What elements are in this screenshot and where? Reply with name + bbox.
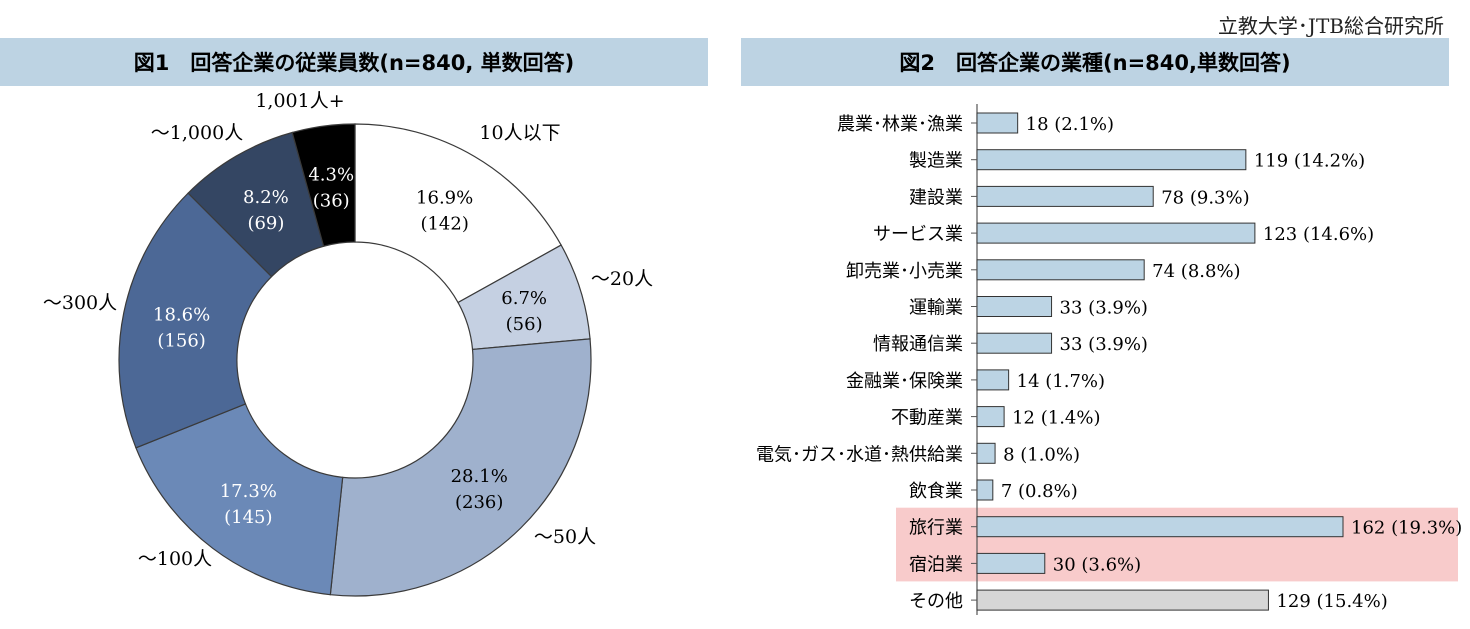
employee-count-donut-chart: 16.9% (142) 10人以下 6.7% (56) ～20人 28.1% (236) ～50…	[43, 90, 653, 597]
bar-value-label: 7 (0.8%)	[1001, 481, 1078, 502]
category-label: 不動産業	[891, 408, 963, 429]
bar	[976, 406, 1005, 428]
slice-count-label: (36)	[313, 191, 350, 212]
bar-value-label: 12 (1.4%)	[1012, 408, 1100, 429]
bar-value-label: 33 (3.9%)	[1060, 298, 1148, 319]
bar	[976, 516, 1344, 538]
category-label: 電気･ガス･水道･熱供給業	[756, 444, 963, 465]
bar	[976, 552, 1046, 574]
donut-slice	[329, 338, 592, 597]
bar-value-label: 8 (1.0%)	[1003, 444, 1080, 465]
donut-slice	[354, 123, 562, 304]
slice-percent-label: 28.1%	[451, 466, 508, 487]
slice-count-label: (156)	[157, 330, 205, 351]
category-label: 卸売業･小売業	[846, 261, 963, 282]
bar	[976, 259, 1145, 281]
bar	[976, 369, 1010, 391]
slice-category-label: ～300人	[43, 292, 117, 314]
donut-slice	[135, 403, 344, 596]
slice-percent-label: 16.9%	[416, 187, 473, 208]
bar-value-label: 162 (19.3%)	[1351, 518, 1462, 539]
bar	[976, 332, 1053, 354]
slice-count-label: (145)	[224, 507, 272, 528]
slice-category-label: 1,001人+	[255, 90, 344, 112]
category-label: サービス業	[873, 224, 963, 245]
bar-value-label: 119 (14.2%)	[1254, 151, 1365, 172]
bar-value-label: 74 (8.8%)	[1152, 261, 1240, 282]
bar	[976, 442, 996, 464]
slice-count-label: (236)	[455, 492, 503, 513]
bar	[976, 479, 994, 501]
slice-category-label: ～1,000人	[151, 122, 243, 144]
bar-value-label: 78 (9.3%)	[1161, 187, 1249, 208]
category-label: 金融業･保険業	[846, 371, 963, 392]
slice-percent-label: 17.3%	[220, 481, 277, 502]
slice-percent-label: 18.6%	[153, 304, 210, 325]
bar-value-label: 18 (2.1%)	[1026, 114, 1114, 135]
bar-value-label: 30 (3.6%)	[1053, 554, 1141, 575]
slice-count-label: (69)	[247, 213, 284, 234]
slice-category-label: ～20人	[591, 268, 653, 290]
bar	[976, 112, 1019, 134]
figure1-title: 図1 回答企業の従業員数(n=840, 単数回答)	[0, 38, 708, 86]
donut-slice	[118, 192, 273, 449]
source-credit: 立教大学･JTB総合研究所	[1217, 14, 1444, 38]
bar-value-label: 129 (15.4%)	[1276, 591, 1387, 612]
bar-value-label: 14 (1.7%)	[1017, 371, 1105, 392]
slice-count-label: (56)	[506, 314, 543, 335]
category-label: 製造業	[909, 151, 963, 172]
category-label: その他	[909, 591, 963, 612]
bar-value-label: 123 (14.6%)	[1263, 224, 1374, 245]
category-label: 農業･林業･漁業	[837, 114, 963, 135]
slice-percent-label: 8.2%	[243, 187, 289, 208]
slice-percent-label: 4.3%	[308, 165, 354, 186]
bar	[976, 149, 1247, 171]
category-label: 情報通信業	[873, 334, 963, 355]
donut-slice	[291, 123, 356, 247]
slice-count-label: (142)	[420, 213, 468, 234]
category-label: 飲食業	[909, 481, 963, 502]
category-label: 建設業	[909, 187, 963, 208]
slice-percent-label: 6.7%	[501, 288, 547, 309]
category-label: 宿泊業	[909, 554, 963, 575]
bar	[976, 589, 1269, 611]
bar-value-label: 33 (3.9%)	[1060, 334, 1148, 355]
bar	[976, 185, 1154, 207]
bar	[976, 296, 1053, 317]
category-label: 運輸業	[909, 298, 963, 319]
category-label: 旅行業	[909, 518, 963, 539]
slice-category-label: ～100人	[138, 548, 212, 570]
figure2-title: 図2 回答企業の業種(n=840,単数回答)	[741, 38, 1449, 86]
slice-category-label: 10人以下	[479, 122, 560, 144]
slice-category-label: ～50人	[534, 526, 596, 548]
bar	[976, 222, 1256, 244]
